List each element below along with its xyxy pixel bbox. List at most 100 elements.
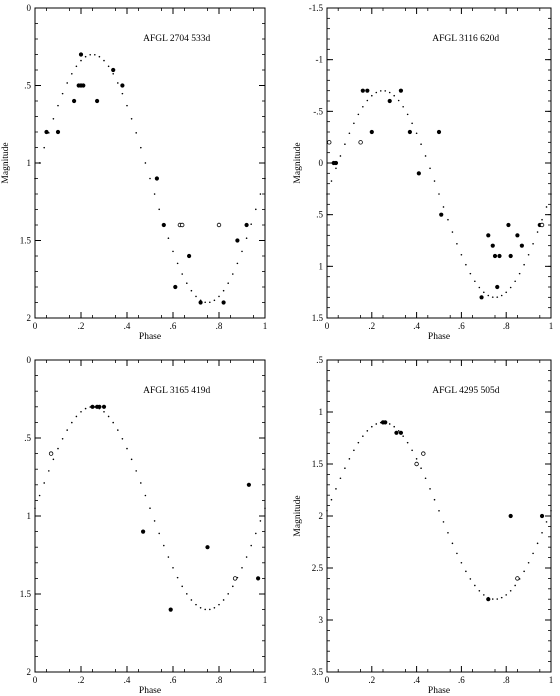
- fit-curve-dot: [140, 146, 142, 149]
- y-tick-label: 1: [319, 407, 324, 417]
- fit-curve-dot: [259, 193, 262, 195]
- data-point-open: [48, 451, 54, 456]
- fit-curve-dot: [144, 494, 147, 497]
- fit-curve-dot: [218, 603, 220, 606]
- x-tick-label: 0: [33, 675, 38, 685]
- x-tick-label: .6: [458, 675, 465, 685]
- fit-curve-dot: [326, 193, 328, 195]
- fit-curve-dot: [163, 544, 165, 547]
- fit-curve-dot: [429, 167, 431, 170]
- fit-curve-dot: [357, 113, 360, 116]
- data-point-filled: [383, 420, 388, 425]
- fit-curve-dot: [172, 567, 174, 569]
- y-tick-label: .5: [316, 210, 323, 220]
- fit-curve-dot: [532, 242, 534, 245]
- fit-curve-dot: [241, 250, 243, 253]
- fit-curve-dot: [447, 531, 449, 534]
- fit-curve-dot: [34, 507, 36, 510]
- fit-curve-dot: [523, 570, 525, 573]
- x-tick-label: 1: [263, 321, 268, 331]
- fit-curve-dot: [353, 122, 355, 125]
- y-tick-label: -1: [316, 55, 324, 65]
- y-tick-label: 0: [319, 158, 324, 168]
- data-point-filled: [198, 300, 203, 305]
- fit-curve-dot: [353, 449, 355, 452]
- panel-title: AFGL 4295 505d: [432, 386, 499, 396]
- data-point-filled: [154, 176, 159, 181]
- x-tick-label: 0: [325, 321, 330, 331]
- fit-curve-dot: [514, 280, 516, 283]
- fit-curve-dot: [438, 193, 440, 195]
- y-tick-label: 2.5: [312, 563, 324, 573]
- fit-curve-dot: [388, 423, 391, 425]
- fit-curve-dot: [245, 237, 248, 240]
- x-tick-label: .6: [458, 321, 465, 331]
- fit-curve-dot: [339, 155, 342, 157]
- fit-curve-dot: [103, 59, 105, 62]
- fit-curve-dot: [158, 208, 160, 211]
- fit-curve-dot: [66, 429, 68, 431]
- plot-frame: [34, 7, 266, 319]
- fit-curve-dot: [227, 593, 229, 595]
- light-curve-panel-1: 0 .2 .4 .6 .8 1 0 .5 1 1.5 2 AFGL 2704 533d Phase Mag…: [1, 3, 267, 342]
- data-point-filled: [205, 545, 210, 550]
- data-point-filled: [495, 284, 500, 290]
- data-point-filled: [479, 295, 484, 300]
- data-point-filled: [387, 98, 392, 104]
- fit-curve-dot: [424, 477, 427, 480]
- fit-curve-dot: [75, 65, 78, 68]
- fit-curve-dot: [245, 556, 248, 558]
- plot-frame: [34, 359, 266, 673]
- y-tick-label: 3: [319, 615, 324, 625]
- panel-title: AFGL 2704 533d: [143, 34, 210, 44]
- x-tick-label: .2: [78, 321, 85, 331]
- fit-curve-dot: [66, 82, 68, 84]
- plot-frame: [326, 359, 552, 673]
- fit-curve-dot: [442, 206, 445, 208]
- panel-title: AFGL 3116 620d: [432, 34, 499, 44]
- fit-curve-dot: [89, 53, 91, 56]
- fit-curve-dot: [232, 585, 234, 588]
- y-axis-label: Magnitude: [293, 495, 303, 536]
- fit-curve-dot: [222, 289, 225, 292]
- data-point-filled: [360, 88, 365, 93]
- fit-curve-dot: [487, 294, 490, 297]
- data-point-open: [232, 576, 238, 581]
- y-tick-label: 2: [319, 511, 324, 521]
- data-point-filled: [101, 404, 107, 409]
- fit-curve-dot: [121, 92, 124, 95]
- fit-curve-dot: [172, 250, 174, 253]
- fit-curve-dot: [71, 421, 73, 424]
- fit-curve-dot: [460, 253, 463, 256]
- x-axis-label: Phase: [428, 332, 450, 342]
- y-tick-label: 1.5: [20, 589, 32, 599]
- fit-curve-dot: [411, 449, 413, 452]
- fit-curve-dot: [469, 272, 472, 275]
- x-tick-label: 0: [33, 321, 38, 331]
- fit-curve-dot: [478, 589, 481, 592]
- data-point-filled: [72, 98, 77, 104]
- fit-curve-dot: [545, 206, 548, 208]
- fit-curve-dot: [451, 231, 454, 233]
- fit-curve-dot: [52, 458, 55, 461]
- light-curve-panel-3: 0 .2 .4 .6 .8 1 0 .5 1 1.5 2 AFGL 3165 419d Phase: [20, 355, 268, 696]
- data-point-filled: [168, 607, 173, 612]
- fit-curve-dot: [411, 122, 413, 125]
- x-axis-label: Phase: [428, 686, 450, 696]
- data-point-filled: [416, 171, 421, 176]
- x-tick-label: 0: [325, 675, 330, 685]
- fit-curve-dot: [112, 73, 114, 75]
- fit-curve-dot: [38, 494, 41, 497]
- x-tick-label: .8: [503, 675, 510, 685]
- y-tick-label: 1.5: [20, 236, 32, 246]
- x-tick-label: .6: [170, 675, 177, 685]
- fit-curve-dot: [103, 410, 105, 413]
- fit-curve-dot: [500, 294, 503, 297]
- light-curve-panel-2: 0 .2 .4 .6 .8 1 -1.5 -1 -.5 0 .5 1 1.5 AFGL 3116 620d…: [293, 3, 553, 342]
- fit-curve-dot: [34, 177, 36, 180]
- fit-curve-dot: [465, 263, 467, 266]
- fit-curve-dot: [509, 589, 512, 592]
- fit-curve-dot: [121, 437, 124, 440]
- fit-curve-dot: [57, 104, 59, 107]
